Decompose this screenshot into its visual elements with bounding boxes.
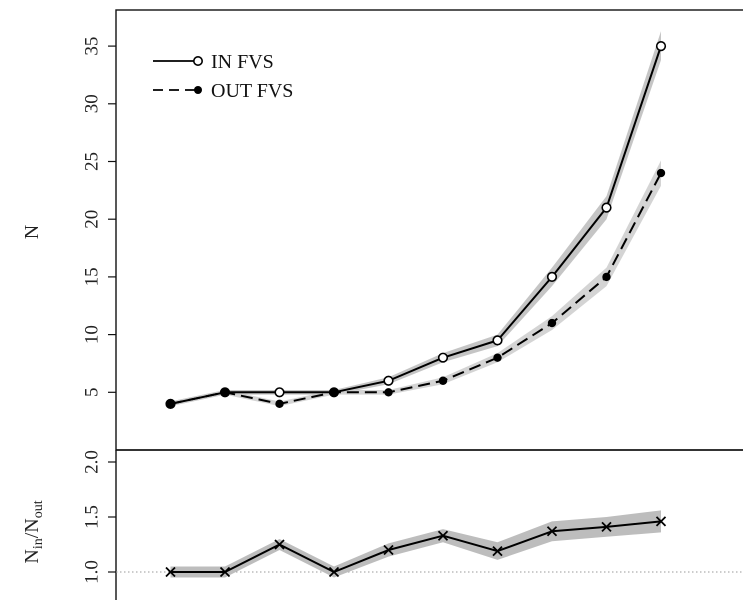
bottom-y-tick-label: 1.0 [81,560,102,584]
top-y-tick-label: 30 [81,94,102,113]
ylabel-sub-out: out [31,500,46,518]
point-in-fvs [655,40,667,52]
bottom-y-axis-title: Nin/Nout [21,500,46,563]
point-in-fvs [601,202,612,213]
point-in-fvs [383,375,394,386]
ylabel-slash-n: /N [21,518,43,538]
point-out-fvs [220,388,230,397]
ylabel-sub-in: in [31,538,46,549]
top-y-tick-label: 25 [81,152,102,171]
point-out-fvs [438,376,448,385]
point-out-fvs [656,168,666,178]
point-ratio [219,566,231,578]
bottom-y-axis: 1.0 1.5 2.0 [81,450,116,584]
point-out-fvs [329,388,339,397]
bottom-panel: 1.0 1.5 2.0 Nin/Nout [21,449,743,600]
point-ratio [655,516,667,527]
band-ratio [170,510,661,578]
bottom-y-tick-label: 1.5 [81,505,102,529]
bottom-confidence-band [170,510,661,578]
line-ratio [170,520,662,573]
point-ratio [492,545,503,557]
line-out-fvs [170,172,662,405]
point-out-fvs [275,399,284,409]
point-ratio [437,530,449,541]
point-out-fvs [493,353,502,362]
point-out-fvs [547,318,557,328]
bottom-y-tick-label: 2.0 [81,450,102,474]
legend-marker-out-fvs [194,86,202,94]
ylabel-n-in: N [21,549,43,563]
point-ratio [383,544,394,556]
top-panel: 510152025303540 N IN FVS OUT FVS [21,9,743,451]
point-in-fvs [492,335,503,346]
point-ratio [546,526,558,537]
point-ratio [274,539,285,550]
top-y-tick-label: 10 [81,325,102,344]
point-out-fvs [602,272,611,282]
point-ratio [165,566,176,578]
legend-label-in-fvs: IN FVS [211,51,274,73]
top-y-axis-title: N [21,225,43,239]
bottom-series-group [165,516,667,578]
top-y-axis: 510152025303540 [81,37,116,398]
top-y-tick-label: 5 [81,388,102,398]
point-out-fvs [166,399,175,409]
top-y-tick-label: 35 [81,37,102,56]
point-ratio [601,521,612,533]
point-out-fvs [384,388,393,397]
point-in-fvs [546,271,558,283]
top-y-tick-label: 20 [81,210,102,229]
point-in-fvs [437,352,449,363]
legend-label-out-fvs: OUT FVS [211,80,293,102]
top-series-group [165,40,667,409]
legend: IN FVS OUT FVS [153,51,293,102]
point-in-fvs [274,387,285,398]
legend-marker-in-fvs [193,55,204,66]
point-ratio [328,566,340,578]
top-y-tick-label: 15 [81,267,102,286]
line-in-fvs [170,45,662,405]
